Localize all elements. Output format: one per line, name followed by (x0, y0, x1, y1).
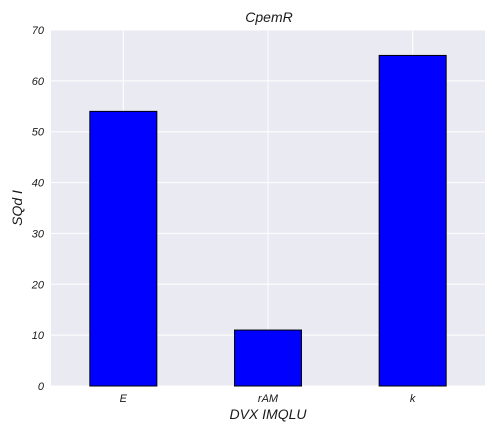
y-tick-label: 0 (38, 381, 45, 393)
y-tick-label: 20 (31, 279, 45, 291)
x-axis-label: DVX IMQLU (229, 406, 307, 422)
y-tick-label: 30 (32, 228, 45, 240)
chart-title: CpemR (245, 9, 292, 25)
bar-rAM (234, 329, 302, 387)
y-tick-label: 10 (32, 330, 45, 342)
y-tick-label: 50 (32, 127, 45, 139)
y-tick-label: 40 (32, 178, 45, 190)
bar-E (89, 110, 158, 387)
bar-k (378, 54, 447, 387)
y-tick-label: 70 (32, 25, 45, 37)
x-tick-label: E (120, 393, 128, 405)
y-axis-ticks: 0 10 20 30 40 50 60 70 (31, 25, 45, 393)
y-axis-label: SQd I (9, 190, 25, 226)
x-tick-label: k (410, 393, 416, 405)
y-tick-label: 60 (32, 76, 45, 88)
bars (89, 54, 447, 387)
x-tick-label: rAM (258, 393, 279, 405)
